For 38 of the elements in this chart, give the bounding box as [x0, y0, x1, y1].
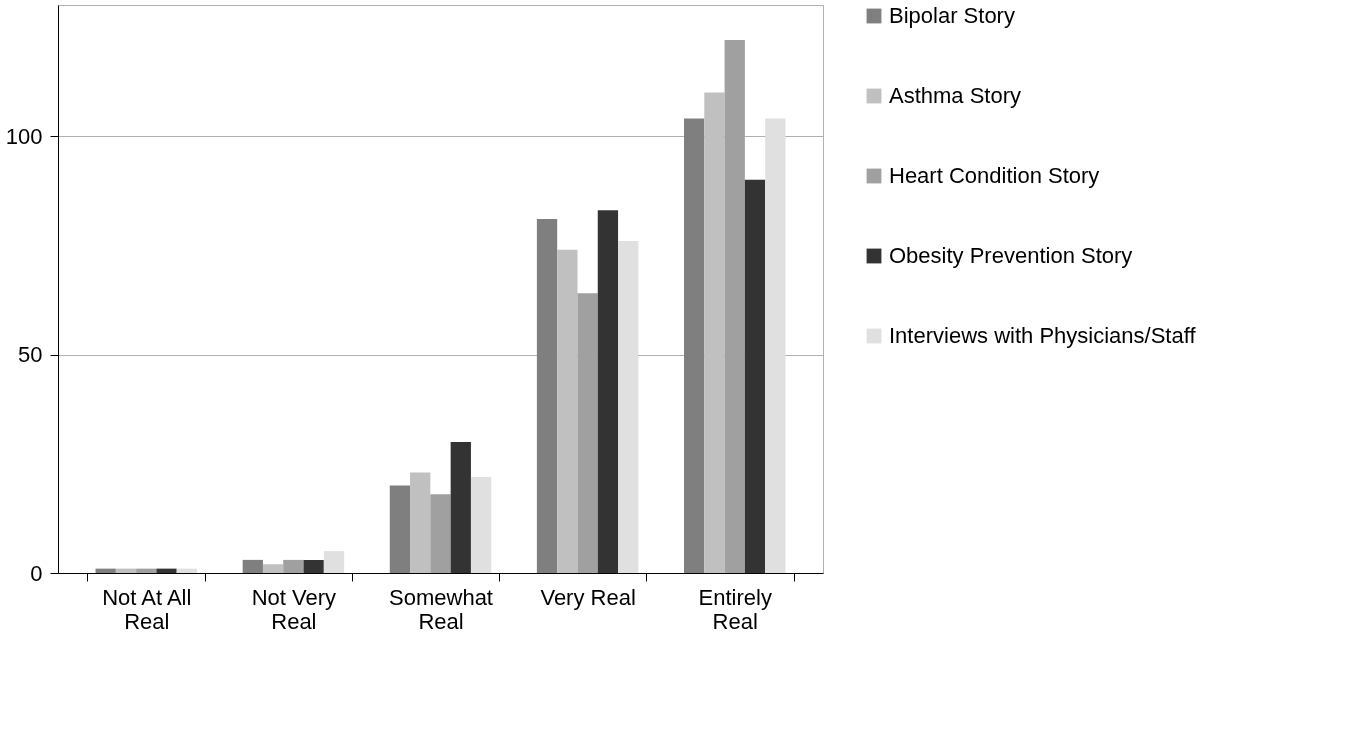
- bar: [684, 118, 705, 573]
- x-tick-label: Entirely Real: [698, 584, 772, 634]
- bar: [724, 39, 745, 573]
- bar: [410, 472, 431, 573]
- bar: [323, 551, 345, 573]
- bar: [115, 568, 137, 573]
- legend-label: Heart Condition Story: [889, 163, 1100, 188]
- bar: [176, 568, 197, 573]
- legend-label: Bipolar Story: [889, 3, 1015, 28]
- bar: [557, 249, 578, 573]
- bar: [450, 441, 471, 573]
- bar: [242, 559, 263, 573]
- x-tick-label: Not At All Real: [102, 584, 192, 634]
- legend-label: Obesity Prevention Story: [889, 243, 1133, 268]
- x-tick-label: Not Very Real: [251, 584, 337, 634]
- bar: [704, 92, 725, 573]
- y-tick-label: 0: [30, 560, 43, 586]
- bar: [744, 179, 766, 573]
- x-tick-label: Very Real: [540, 584, 636, 610]
- y-tick-label: 50: [18, 342, 43, 368]
- bar: [95, 568, 116, 573]
- bar: [283, 559, 304, 573]
- bar: [577, 293, 598, 573]
- bar: [156, 568, 177, 573]
- x-tick-label: Somewhat Real: [389, 584, 493, 634]
- bar: [136, 568, 157, 573]
- bar: [765, 118, 786, 573]
- bar: [430, 494, 451, 573]
- y-tick-label: 100: [5, 123, 43, 149]
- bar: [303, 559, 324, 573]
- bar: [536, 219, 558, 573]
- bar: [597, 210, 619, 573]
- bar: [618, 240, 639, 573]
- legend-label: Asthma Story: [889, 83, 1022, 108]
- legend-label: Interviews with Physicians/Staff: [889, 323, 1197, 348]
- bar: [470, 476, 492, 573]
- bar: [389, 485, 411, 573]
- bar: [262, 564, 284, 573]
